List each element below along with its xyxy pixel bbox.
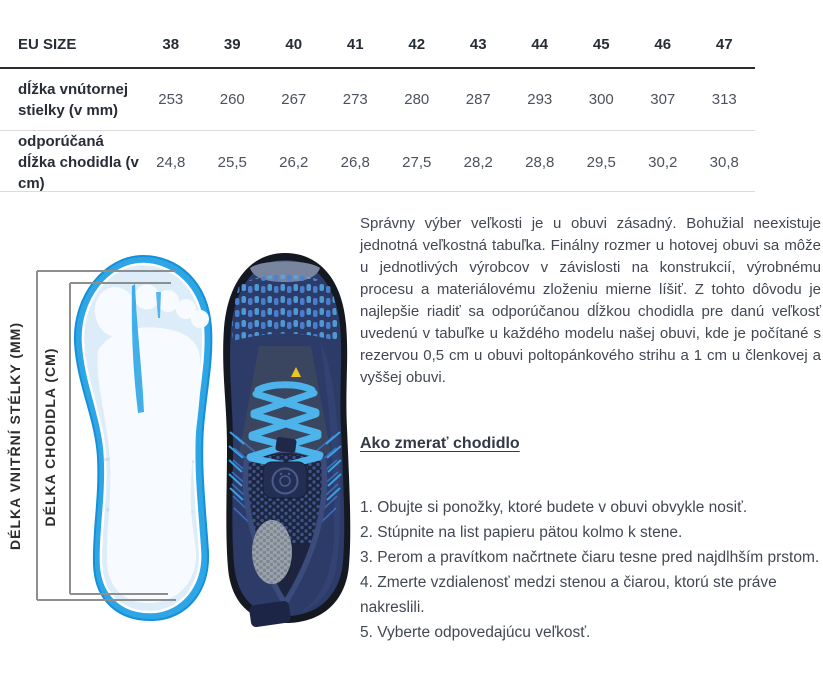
- size-header-cell: 46: [654, 36, 672, 53]
- size-header-cell: 39: [223, 36, 241, 53]
- size-value-cell: 30,8: [709, 154, 739, 171]
- size-value-cell: 300: [588, 91, 614, 108]
- size-header-cell: 47: [715, 36, 733, 53]
- size-value-cell: 280: [404, 91, 430, 108]
- size-value-cell: 253: [158, 91, 184, 108]
- step-item: 1. Obujte si ponožky, ktoré budete v obu…: [360, 499, 748, 516]
- size-value-cell: 267: [281, 91, 307, 108]
- size-value-cell: 260: [219, 91, 245, 108]
- step-item: 2. Stúpnite na list papieru pätou kolmo …: [360, 524, 683, 541]
- foot-length-label: DÉLKA CHODIDLA (CM): [42, 348, 58, 527]
- footprint-shape: [94, 284, 209, 604]
- step-item: 5. Vyberte odpovedajúcu veľkosť.: [360, 624, 591, 641]
- measure-steps: 1. Obujte si ponožky, ktoré budete v obu…: [360, 495, 821, 645]
- measure-bracket-inner: [69, 282, 171, 595]
- size-value-cell: 29,5: [586, 154, 616, 171]
- table-row-foot-length: odporúčaná dĺžka chodidla (v cm) 24,8 25…: [0, 131, 755, 192]
- eu-size-header: EU SIZE: [18, 36, 77, 53]
- tongue-tab: [262, 461, 308, 499]
- heel-pull-tab: [249, 600, 291, 628]
- how-to-title: Ako zmerať chodidlo: [360, 435, 520, 452]
- insole-length-label: DÉLKA VNITŘNÍ STÉLKY (MM): [6, 322, 23, 550]
- size-value-cell: 30,2: [648, 154, 678, 171]
- size-value-cell: 26,8: [340, 154, 370, 171]
- insole-illustration: [73, 254, 213, 622]
- size-value-cell: 28,2: [463, 154, 493, 171]
- size-header-cell: 41: [346, 36, 364, 53]
- toe-knit-speckles: [232, 274, 338, 341]
- size-header-cell: 44: [531, 36, 549, 53]
- sizing-figure: DÉLKA VNITŘNÍ STÉLKY (MM) DÉLKA CHODIDLA…: [0, 200, 360, 683]
- size-value-cell: 25,5: [217, 154, 247, 171]
- size-table-header-row: EU SIZE 38 39 40 41 42 43 44 45 46 47: [0, 22, 755, 69]
- size-value-cell: 307: [650, 91, 676, 108]
- size-header-cell: 42: [408, 36, 426, 53]
- measure-bracket-outer: [36, 270, 176, 601]
- size-value-cell: 26,2: [279, 154, 309, 171]
- size-value-cell: 28,8: [525, 154, 555, 171]
- lace-keeper: [275, 437, 297, 453]
- size-value-cell: 273: [342, 91, 368, 108]
- size-value-cell: 27,5: [402, 154, 432, 171]
- shoe-illustration: [223, 253, 351, 628]
- brand-logo-icon: [291, 367, 301, 377]
- size-info-column: Správny výber veľkosti je u obuvi zásadn…: [360, 200, 821, 645]
- size-value-cell: 293: [527, 91, 553, 108]
- size-header-cell: 43: [469, 36, 487, 53]
- step-item: 3. Perom a pravítkom načrtnete čiaru tes…: [360, 549, 820, 566]
- size-value-cell: 313: [711, 91, 737, 108]
- row-label: odporúčaná dĺžka chodidla (v cm): [18, 133, 139, 192]
- size-header-cell: 40: [285, 36, 303, 53]
- size-header-cell: 45: [592, 36, 610, 53]
- size-table: EU SIZE 38 39 40 41 42 43 44 45 46 47 dĺ…: [0, 0, 755, 192]
- size-info-paragraph: Správny výber veľkosti je u obuvi zásadn…: [360, 215, 821, 386]
- size-header-cell: 38: [162, 36, 180, 53]
- row-label: dĺžka vnútornej stielky (v mm): [18, 80, 129, 119]
- step-item: 4. Zmerte vzdialenosť medzi stenou a čia…: [360, 574, 777, 616]
- size-value-cell: 24,8: [156, 154, 186, 171]
- table-row-insole-length: dĺžka vnútornej stielky (v mm) 253 260 2…: [0, 69, 755, 131]
- size-value-cell: 287: [465, 91, 491, 108]
